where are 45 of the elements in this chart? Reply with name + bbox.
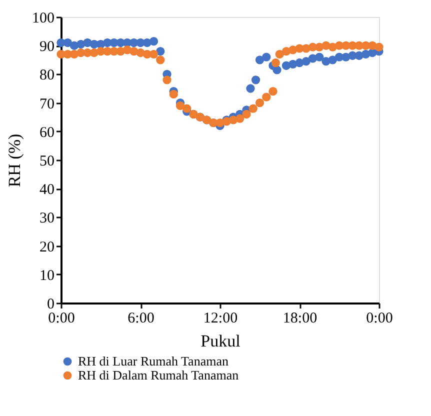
y-tick-label: 90 bbox=[40, 39, 54, 56]
y-tick-label: 30 bbox=[40, 210, 54, 227]
point bbox=[246, 84, 255, 93]
y-tick-label: 80 bbox=[40, 68, 54, 84]
point bbox=[149, 36, 158, 46]
point bbox=[248, 104, 258, 113]
point bbox=[262, 92, 271, 102]
x-tick-label: 12:00 bbox=[203, 310, 238, 326]
x-tick-label: 18:00 bbox=[282, 310, 318, 326]
point bbox=[156, 47, 165, 56]
y-tick-label: 20 bbox=[40, 239, 54, 256]
point bbox=[315, 52, 324, 62]
point bbox=[169, 90, 178, 99]
point bbox=[255, 98, 264, 108]
y-tick-label: 50 bbox=[40, 154, 54, 170]
point bbox=[302, 57, 310, 66]
point bbox=[242, 110, 251, 119]
point bbox=[182, 104, 192, 113]
y-tick-label: 60 bbox=[40, 124, 54, 141]
point bbox=[149, 50, 158, 58]
point bbox=[268, 87, 278, 96]
point bbox=[63, 38, 72, 48]
point bbox=[162, 76, 172, 84]
x-tick-label: 0:00 bbox=[366, 310, 393, 326]
point bbox=[156, 56, 165, 64]
point bbox=[255, 56, 264, 64]
point bbox=[271, 58, 280, 68]
point bbox=[328, 56, 337, 64]
x-tick-label: 0:00 bbox=[48, 310, 75, 326]
y-tick-label: 100 bbox=[32, 10, 54, 26]
point bbox=[275, 50, 284, 58]
x-tick-label: 6:00 bbox=[128, 310, 154, 326]
y-axis-title: RH (%) bbox=[5, 134, 24, 188]
x-axis-title: Pukul bbox=[200, 332, 241, 350]
y-tick-label: 40 bbox=[40, 182, 54, 198]
point bbox=[251, 76, 260, 84]
y-tick-label: 10 bbox=[40, 268, 54, 284]
y-tick-label: 70 bbox=[40, 96, 54, 112]
point bbox=[262, 52, 271, 62]
point bbox=[236, 114, 244, 123]
point bbox=[176, 101, 185, 110]
point bbox=[374, 42, 384, 52]
legend-label: RH di Dalam Rumah Tanaman bbox=[78, 368, 240, 382]
y-tick-label: 0 bbox=[47, 296, 54, 312]
legend-label: RH di Luar Rumah Tanaman bbox=[78, 354, 229, 368]
